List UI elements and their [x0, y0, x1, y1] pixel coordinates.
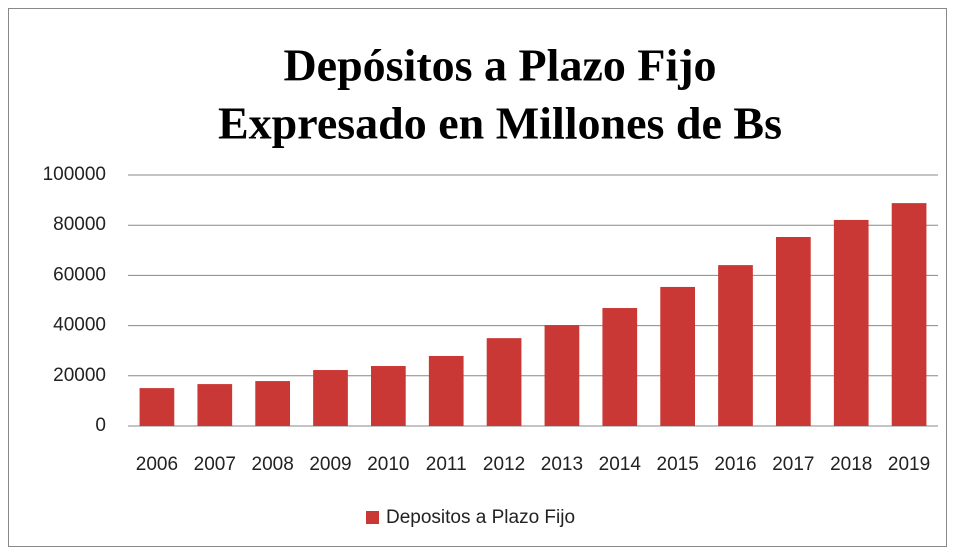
x-tick-label: 2008 — [252, 454, 294, 475]
x-tick-label: 2009 — [309, 454, 351, 475]
x-tick-label: 2011 — [426, 454, 467, 475]
bar — [486, 338, 522, 426]
bar — [428, 355, 464, 426]
x-tick-label: 2019 — [888, 454, 930, 475]
bar — [660, 286, 695, 426]
bar — [371, 366, 406, 426]
x-tick-label: 2014 — [599, 454, 642, 475]
legend-label: Depositos a Plazo Fijo — [386, 507, 575, 528]
bar — [718, 265, 753, 426]
bar — [891, 203, 927, 426]
y-tick-label: 0 — [95, 415, 106, 436]
y-tick-label: 40000 — [53, 315, 106, 336]
bar — [197, 384, 233, 426]
chart-title: Depósitos a Plazo Fijo — [283, 40, 716, 91]
x-tick-label: 2018 — [830, 454, 872, 475]
bar — [833, 219, 869, 426]
x-tick-label: 2016 — [714, 454, 756, 475]
x-tick-label: 2010 — [367, 454, 409, 475]
bar — [544, 325, 580, 426]
y-tick-label: 60000 — [53, 264, 106, 285]
bar — [139, 388, 175, 426]
bar — [602, 308, 638, 426]
x-tick-label: 2017 — [772, 454, 814, 475]
x-tick-label: 2013 — [541, 454, 583, 475]
x-tick-label: 2015 — [657, 454, 699, 475]
bar — [313, 370, 348, 426]
y-tick-label: 100000 — [43, 164, 106, 185]
y-tick-label: 20000 — [53, 365, 106, 386]
legend-swatch — [366, 511, 379, 524]
y-tick-label: 80000 — [53, 214, 106, 235]
bar — [255, 381, 290, 426]
x-tick-label: 2006 — [136, 454, 178, 475]
bar — [776, 236, 811, 426]
x-tick-label: 2007 — [194, 454, 236, 475]
chart-subtitle: Expresado en Millones de Bs — [218, 98, 782, 149]
x-tick-label: 2012 — [483, 454, 525, 475]
